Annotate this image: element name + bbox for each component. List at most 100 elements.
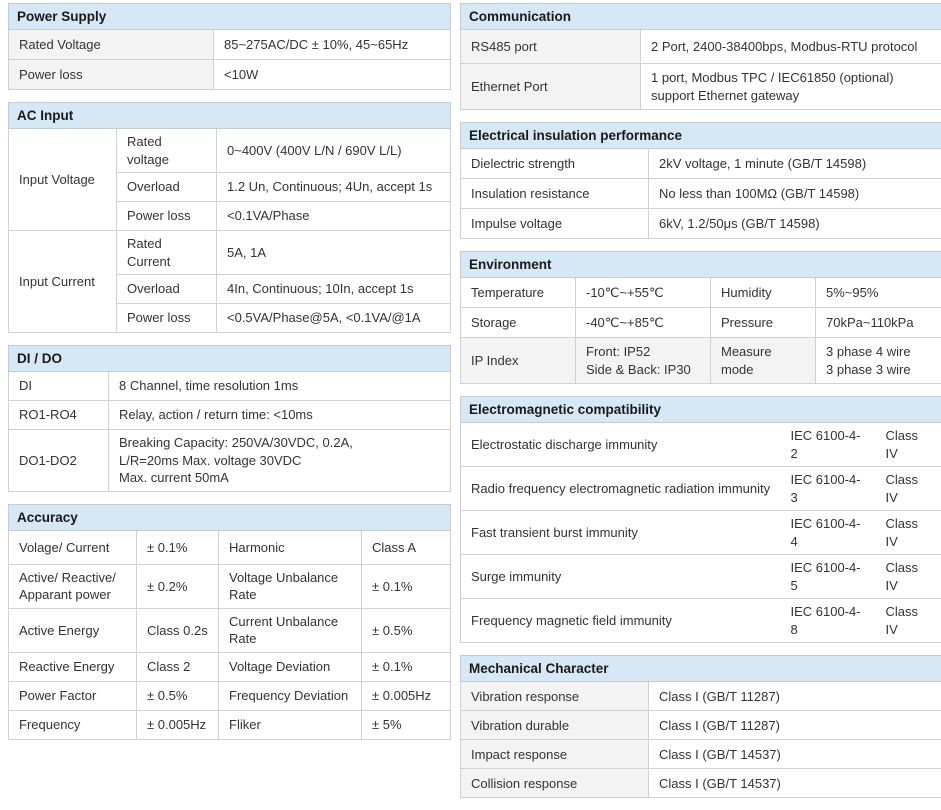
table-row: Ethernet Port 1 port, Modbus TPC / IEC61… — [461, 64, 941, 110]
spec-class: Class IV — [876, 555, 941, 599]
mechanical-table: Mechanical Character Vibration response … — [460, 655, 941, 798]
ac-input-table: AC Input Input Voltage Rated voltage 0~4… — [8, 102, 451, 333]
spec-value: 2kV voltage, 1 minute (GB/T 14598) — [649, 149, 941, 179]
spec-label: DO1-DO2 — [9, 430, 109, 492]
table-row: Collision response Class I (GB/T 14537) — [461, 769, 941, 798]
spec-label: Frequency Deviation — [219, 682, 362, 711]
table-row: Volage/ Current ± 0.1% Harmonic Class A — [9, 530, 451, 564]
table-row: Input Current Rated Current 5A, 1A — [9, 231, 451, 275]
spec-label: Electrostatic discharge immunity — [461, 423, 781, 467]
table-row: Rated Voltage 85~275AC/DC ± 10%, 45~65Hz — [9, 30, 451, 60]
communication-table: Communication RS485 port 2 Port, 2400-38… — [460, 3, 941, 110]
spec-value: ± 0.1% — [362, 564, 451, 608]
section-header-ac-input: AC Input — [9, 103, 451, 129]
spec-label: Voltage Unbalance Rate — [219, 564, 362, 608]
spec-value: Class 0.2s — [137, 608, 219, 652]
spec-value: 1.2 Un, Continuous; 4Un, accept 1s — [217, 173, 451, 202]
spec-standard: IEC 6100-4-3 — [781, 467, 876, 511]
table-row: Fast transient burst immunity IEC 6100-4… — [461, 511, 941, 555]
spec-label: Surge immunity — [461, 555, 781, 599]
spec-label: Rated voltage — [117, 129, 217, 173]
spec-value: Breaking Capacity: 250VA/30VDC, 0.2A, L/… — [109, 430, 451, 492]
spec-value: ± 0.005Hz — [362, 682, 451, 711]
spec-value: Class A — [362, 530, 451, 564]
spec-label: Impact response — [461, 740, 649, 769]
spec-value: 5A, 1A — [217, 231, 451, 275]
spec-label: RO1-RO4 — [9, 401, 109, 430]
spec-label: Rated Current — [117, 231, 217, 275]
spec-value: 4In, Continuous; 10In, accept 1s — [217, 275, 451, 304]
spec-standard: IEC 6100-4-5 — [781, 555, 876, 599]
spec-value: Class I (GB/T 11287) — [649, 682, 941, 711]
spec-group-label: Input Current — [9, 231, 117, 333]
spec-value: ± 0.005Hz — [137, 711, 219, 740]
spec-value: 6kV, 1.2/50μs (GB/T 14598) — [649, 209, 941, 239]
spec-label: Temperature — [461, 278, 576, 308]
table-row: Power loss <10W — [9, 60, 451, 90]
table-row: Storage -40℃~+85℃ Pressure 70kPa~110kPa — [461, 308, 941, 338]
section-header-emc: Electromagnetic compatibility — [461, 397, 941, 423]
spec-label: Humidity — [711, 278, 816, 308]
table-row: Impact response Class I (GB/T 14537) — [461, 740, 941, 769]
spec-value: <0.1VA/Phase — [217, 202, 451, 231]
spec-value: Class I (GB/T 14537) — [649, 740, 941, 769]
spec-label: Radio frequency electromagnetic radiatio… — [461, 467, 781, 511]
spec-value: Class I (GB/T 14537) — [649, 769, 941, 798]
spec-label: Harmonic — [219, 530, 362, 564]
spec-label: Overload — [117, 173, 217, 202]
section-header-accuracy: Accuracy — [9, 504, 451, 530]
spec-standard: IEC 6100-4-4 — [781, 511, 876, 555]
spec-label: RS485 port — [461, 30, 641, 64]
spec-label: Current Unbalance Rate — [219, 608, 362, 652]
spec-value: 2 Port, 2400-38400bps, Modbus-RTU protoc… — [641, 30, 941, 64]
table-row: Frequency magnetic field immunity IEC 61… — [461, 599, 941, 643]
spec-value: No less than 100MΩ (GB/T 14598) — [649, 179, 941, 209]
spec-label: Collision response — [461, 769, 649, 798]
table-row: RO1-RO4 Relay, action / return time: <10… — [9, 401, 451, 430]
spec-value: ± 0.1% — [137, 530, 219, 564]
section-header-insulation: Electrical insulation performance — [461, 123, 941, 149]
table-row: Surge immunity IEC 6100-4-5 Class IV — [461, 555, 941, 599]
table-row: Vibration response Class I (GB/T 11287) — [461, 682, 941, 711]
table-row: Vibration durable Class I (GB/T 11287) — [461, 711, 941, 740]
spec-standard: IEC 6100-4-8 — [781, 599, 876, 643]
spec-value: Front: IP52 Side & Back: IP30 — [576, 338, 711, 384]
spec-label: Pressure — [711, 308, 816, 338]
section-header-environment: Environment — [461, 252, 941, 278]
spec-standard: IEC 6100-4-2 — [781, 423, 876, 467]
spec-label: Power Factor — [9, 682, 137, 711]
spec-label: Storage — [461, 308, 576, 338]
di-do-table: DI / DO DI 8 Channel, time resolution 1m… — [8, 345, 451, 492]
spec-value: 8 Channel, time resolution 1ms — [109, 372, 451, 401]
table-row: Electrostatic discharge immunity IEC 610… — [461, 423, 941, 467]
spec-label: Dielectric strength — [461, 149, 649, 179]
spec-label: Impulse voltage — [461, 209, 649, 239]
power-supply-table: Power Supply Rated Voltage 85~275AC/DC ±… — [8, 3, 451, 90]
spec-label: Vibration durable — [461, 711, 649, 740]
spec-label: Power loss — [9, 60, 214, 90]
spec-class: Class IV — [876, 599, 941, 643]
spec-value: 85~275AC/DC ± 10%, 45~65Hz — [214, 30, 451, 60]
table-row: RS485 port 2 Port, 2400-38400bps, Modbus… — [461, 30, 941, 64]
table-row: Insulation resistance No less than 100MΩ… — [461, 179, 941, 209]
spec-label: Active Energy — [9, 608, 137, 652]
spec-value: <0.5VA/Phase@5A, <0.1VA/@1A — [217, 304, 451, 333]
spec-label: Active/ Reactive/ Apparant power — [9, 564, 137, 608]
accuracy-table: Accuracy Volage/ Current ± 0.1% Harmonic… — [8, 504, 451, 740]
section-header-communication: Communication — [461, 4, 941, 30]
spec-value: 5%~95% — [816, 278, 941, 308]
spec-value: <10W — [214, 60, 451, 90]
spec-label: Fliker — [219, 711, 362, 740]
table-row: Impulse voltage 6kV, 1.2/50μs (GB/T 1459… — [461, 209, 941, 239]
spec-label: Overload — [117, 275, 217, 304]
insulation-table: Electrical insulation performance Dielec… — [460, 122, 941, 239]
right-column: Communication RS485 port 2 Port, 2400-38… — [460, 3, 941, 810]
spec-value: 0~400V (400V L/N / 690V L/L) — [217, 129, 451, 173]
spec-value: Class 2 — [137, 653, 219, 682]
table-row: Temperature -10℃~+55℃ Humidity 5%~95% — [461, 278, 941, 308]
spec-label: Voltage Deviation — [219, 653, 362, 682]
spec-value: ± 0.2% — [137, 564, 219, 608]
spec-value: -10℃~+55℃ — [576, 278, 711, 308]
section-header-di-do: DI / DO — [9, 346, 451, 372]
table-row: Reactive Energy Class 2 Voltage Deviatio… — [9, 653, 451, 682]
